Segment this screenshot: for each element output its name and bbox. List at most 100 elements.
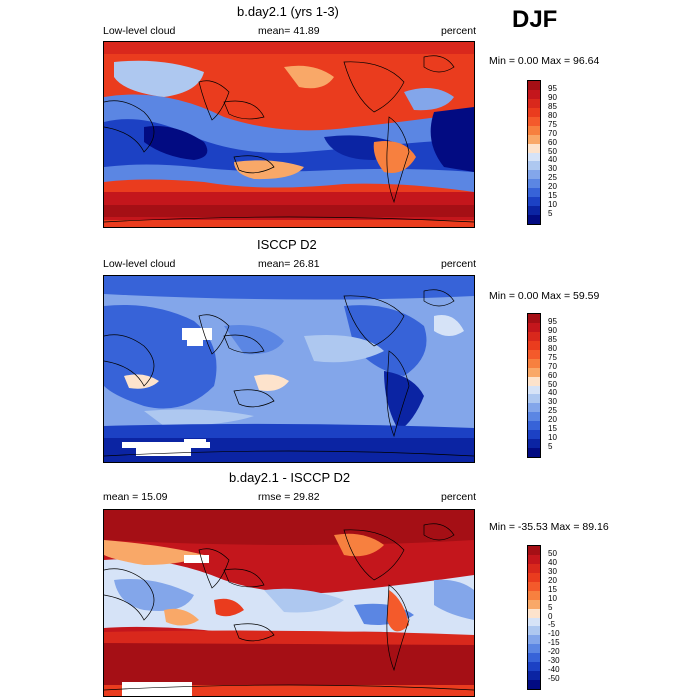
colorbar-level-label: 70 xyxy=(548,361,557,371)
colorbar-level-label: 75 xyxy=(548,352,557,362)
colorbar-level-label: -15 xyxy=(548,638,560,648)
colorbar-level-label: 50 xyxy=(548,146,557,156)
colorbar-level-label: 25 xyxy=(548,406,557,416)
colorbar-level-label: 20 xyxy=(548,182,557,192)
colorbar-level-label: 85 xyxy=(548,334,557,344)
colorbar-level-label: 15 xyxy=(548,584,557,594)
colorbar-swatch xyxy=(528,644,540,654)
colorbar-swatch xyxy=(528,340,540,350)
colorbar-swatch xyxy=(528,626,540,636)
colorbar-swatch xyxy=(528,412,540,422)
colorbar-swatch xyxy=(528,161,540,171)
panel-minmax: Min = 0.00 Max = 59.59 xyxy=(489,290,600,302)
colorbar-level-label: -30 xyxy=(548,656,560,666)
panel-center-label: mean= 41.89 xyxy=(258,25,320,37)
colorbar-level-label: 20 xyxy=(548,575,557,585)
panel-left-label: Low-level cloud xyxy=(103,25,176,37)
colorbar-swatch xyxy=(528,179,540,189)
colorbar-level-label: 10 xyxy=(548,433,557,443)
colorbar-level-label: 90 xyxy=(548,325,557,335)
colorbar-swatch xyxy=(528,608,540,618)
colorbar-swatch xyxy=(528,170,540,180)
colorbar-level-label: -20 xyxy=(548,647,560,657)
season-label: DJF xyxy=(512,6,558,33)
colorbar-abs-2 xyxy=(527,313,541,458)
colorbar-swatch xyxy=(528,367,540,377)
colorbar-level-label: 40 xyxy=(548,155,557,165)
colorbar-level-label: 50 xyxy=(548,548,557,558)
colorbar-swatch xyxy=(528,331,540,341)
colorbar-level-label: 30 xyxy=(548,164,557,174)
colorbar-swatch xyxy=(528,554,540,564)
colorbar-level-label: 95 xyxy=(548,83,557,93)
colorbar-swatch xyxy=(528,215,540,224)
colorbar-level-label: 50 xyxy=(548,379,557,389)
colorbar-level-label: 5 xyxy=(548,602,553,612)
panel-title: ISCCP D2 xyxy=(257,237,317,252)
colorbar-level-label: -5 xyxy=(548,620,556,630)
colorbar-swatch xyxy=(528,81,540,90)
colorbar-swatch xyxy=(528,98,540,108)
colorbar-swatch xyxy=(528,590,540,600)
colorbar-swatch xyxy=(528,152,540,162)
colorbar-swatch xyxy=(528,143,540,153)
colorbar-level-label: 10 xyxy=(548,593,557,603)
colorbar-swatch xyxy=(528,546,540,555)
panel-left-label: mean = 15.09 xyxy=(103,491,168,503)
colorbar-swatch xyxy=(528,572,540,582)
colorbar-swatch xyxy=(528,680,540,689)
colorbar-swatch xyxy=(528,421,540,431)
map-model xyxy=(103,41,475,228)
panel-center-label: rmse = 29.82 xyxy=(258,491,320,503)
colorbar-level-label: 30 xyxy=(548,566,557,576)
colorbar-swatch xyxy=(528,188,540,198)
colorbar-swatch xyxy=(528,322,540,332)
colorbar-level-label: -10 xyxy=(548,629,560,639)
map-diff xyxy=(103,509,475,697)
colorbar-level-label: 5 xyxy=(548,209,553,219)
colorbar-level-label: 90 xyxy=(548,92,557,102)
colorbar-swatch xyxy=(528,116,540,126)
colorbar-swatch xyxy=(528,314,540,323)
colorbar-swatch xyxy=(528,563,540,573)
colorbar-level-label: 5 xyxy=(548,442,553,452)
panel-title: b.day2.1 - ISCCP D2 xyxy=(229,470,351,485)
panel-center-label: mean= 26.81 xyxy=(258,258,320,270)
colorbar-level-label: 30 xyxy=(548,397,557,407)
colorbar-swatch xyxy=(528,439,540,449)
colorbar-swatch xyxy=(528,385,540,395)
colorbar-level-label: -40 xyxy=(548,665,560,675)
colorbar-swatch xyxy=(528,662,540,672)
colorbar-swatch xyxy=(528,448,540,457)
colorbar-level-label: 60 xyxy=(548,370,557,380)
panel-title: b.day2.1 (yrs 1-3) xyxy=(237,4,339,19)
colorbar-level-label: 80 xyxy=(548,343,557,353)
colorbar-swatch xyxy=(528,358,540,368)
colorbar-swatch xyxy=(528,617,540,627)
colorbar-level-label: 40 xyxy=(548,388,557,398)
colorbar-swatch xyxy=(528,376,540,386)
colorbar-level-label: 60 xyxy=(548,137,557,147)
colorbar-level-label: 75 xyxy=(548,119,557,129)
colorbar-swatch xyxy=(528,635,540,645)
panel-right-label: percent xyxy=(441,25,477,37)
panel-minmax: Min = 0.00 Max = 96.64 xyxy=(489,55,600,67)
colorbar-level-label: 15 xyxy=(548,424,557,434)
colorbar-level-label: 80 xyxy=(548,110,557,120)
colorbar-level-label: 15 xyxy=(548,191,557,201)
panel-minmax: Min = -35.53 Max = 89.16 xyxy=(489,521,609,533)
colorbar-swatch xyxy=(528,206,540,216)
panel-right-label: percent xyxy=(441,258,477,270)
colorbar-level-label: 20 xyxy=(548,415,557,425)
colorbar-diff xyxy=(527,545,541,690)
colorbar-swatch xyxy=(528,671,540,681)
colorbar-swatch xyxy=(528,197,540,207)
colorbar-swatch xyxy=(528,581,540,591)
colorbar-swatch xyxy=(528,125,540,135)
colorbar-abs-1 xyxy=(527,80,541,225)
colorbar-swatch xyxy=(528,403,540,413)
colorbar-level-label: 95 xyxy=(548,316,557,326)
panel-right-label: percent xyxy=(441,491,477,503)
colorbar-level-label: 0 xyxy=(548,611,553,621)
colorbar-swatch xyxy=(528,134,540,144)
